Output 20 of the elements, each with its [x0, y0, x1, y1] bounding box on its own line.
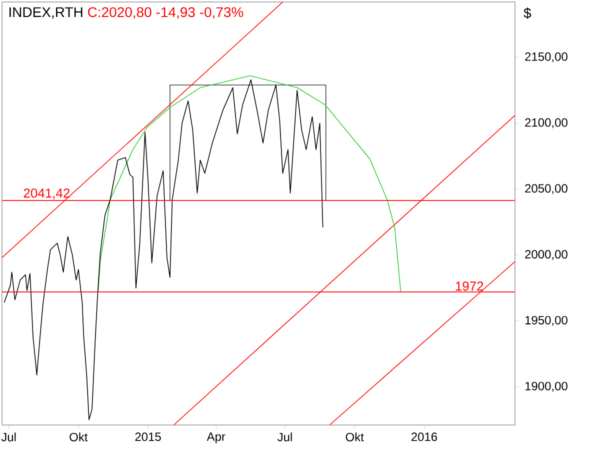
- y-tick-label: 2150,00: [525, 52, 568, 62]
- ref-line-label: 1972: [456, 282, 484, 291]
- x-tick-label: Apr: [206, 432, 226, 444]
- line-series: [98, 75, 402, 292]
- line-series: [4, 79, 324, 420]
- x-tick-label: Jul: [1, 432, 16, 442]
- chart-subtitle: C:2020,80 -14,93 -0,73%: [88, 7, 244, 19]
- x-tick-label: Jul: [278, 432, 292, 442]
- x-tick-label: Okt: [70, 432, 88, 442]
- y-tick-label: 2000,00: [525, 250, 568, 260]
- ref-line-label: 2041,42: [24, 188, 70, 200]
- chart-title: INDEX,RTH: [9, 7, 82, 19]
- x-tick-label: 2016: [411, 432, 438, 442]
- x-tick-label: 2015: [135, 432, 161, 442]
- x-tick-label: Okt: [346, 432, 364, 442]
- y-tick-label: 1900,00: [525, 382, 568, 392]
- y-tick-label: 1950,00: [525, 316, 568, 326]
- y-axis-title: $: [524, 8, 532, 19]
- y-tick-label: 2050,00: [525, 184, 568, 194]
- y-tick-label: 2100,00: [525, 118, 568, 128]
